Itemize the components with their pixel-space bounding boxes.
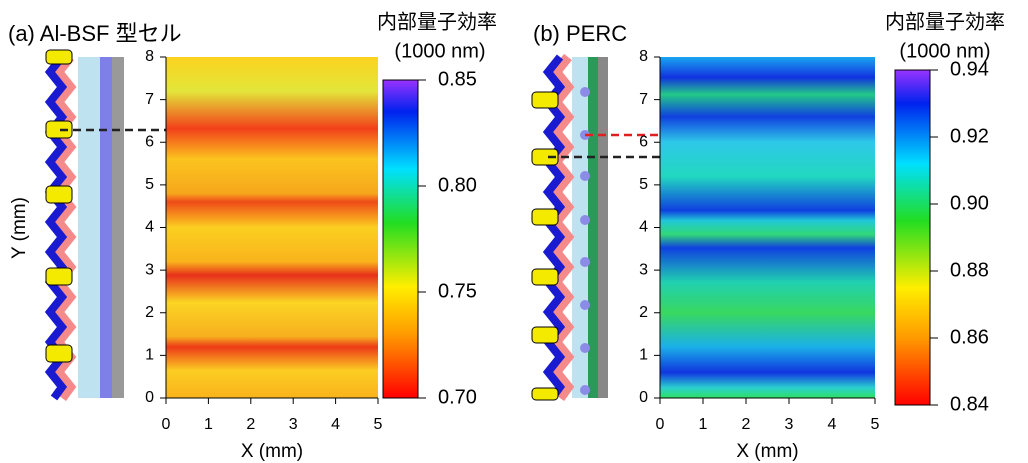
x-tick-label: 1 — [699, 416, 708, 433]
x-axis-label: X (mm) — [241, 441, 303, 462]
colorbar-tick-label: 0.88 — [950, 259, 989, 281]
colorbar-label: (1000 nm) — [899, 40, 990, 62]
x-tick-label: 3 — [289, 416, 298, 433]
colorbar-tick-label: 0.84 — [950, 393, 989, 415]
y-tick-label: 8 — [639, 48, 648, 65]
y-tick-label: 5 — [639, 176, 648, 193]
y-tick-label: 4 — [145, 219, 154, 236]
cell-diagram-a — [44, 49, 192, 401]
colorbar-tick-label: 0.90 — [950, 192, 989, 214]
x-tick-label: 2 — [246, 416, 255, 433]
colorbar-label: 内部量子効率 — [885, 10, 1005, 33]
panel-title: (a) Al-BSF 型セル — [8, 21, 182, 46]
y-tick-label: 2 — [639, 304, 648, 321]
colorbar — [382, 79, 419, 399]
y-tick-label: 8 — [145, 48, 154, 65]
y-tick-label: 3 — [639, 261, 648, 278]
x-tick-label: 2 — [742, 416, 751, 433]
x-tick-label: 0 — [656, 416, 665, 433]
y-tick-label: 6 — [145, 133, 154, 150]
x-axis-label: X (mm) — [736, 441, 798, 462]
x-tick-label: 4 — [828, 416, 837, 433]
x-tick-label: 4 — [331, 416, 340, 433]
heatmap — [166, 57, 378, 398]
colorbar-tick-label: 0.92 — [950, 125, 989, 147]
y-tick-label: 7 — [145, 91, 154, 108]
colorbar-tick-label: 0.86 — [950, 326, 989, 348]
colorbar-tick-label: 0.70 — [438, 386, 477, 408]
y-axis-label: Y (mm) — [9, 197, 30, 259]
y-tick-label: 1 — [145, 347, 154, 364]
x-tick-label: 3 — [785, 416, 794, 433]
panel-title: (b) PERC — [533, 21, 627, 46]
y-tick-label: 1 — [639, 347, 648, 364]
colorbar-label: (1000 nm) — [394, 40, 485, 62]
y-tick-label: 5 — [145, 176, 154, 193]
x-tick-label: 5 — [374, 416, 383, 433]
y-tick-label: 0 — [145, 389, 154, 406]
y-tick-label: 4 — [639, 219, 648, 236]
x-tick-label: 0 — [162, 416, 171, 433]
heatmap — [660, 57, 875, 398]
y-tick-label: 0 — [639, 389, 648, 406]
colorbar — [894, 69, 931, 406]
y-tick-label: 6 — [639, 133, 648, 150]
colorbar-tick-label: 0.85 — [438, 68, 477, 90]
y-tick-label: 2 — [145, 304, 154, 321]
colorbar-label: 内部量子効率 — [377, 10, 497, 33]
colorbar-tick-label: 0.75 — [438, 280, 477, 302]
cell-diagram-b — [531, 53, 672, 401]
x-tick-label: 5 — [871, 416, 880, 433]
colorbar-tick-label: 0.94 — [950, 58, 989, 80]
x-tick-label: 1 — [204, 416, 213, 433]
colorbar-tick-label: 0.80 — [438, 174, 477, 196]
y-tick-label: 7 — [639, 91, 648, 108]
y-tick-label: 3 — [145, 261, 154, 278]
